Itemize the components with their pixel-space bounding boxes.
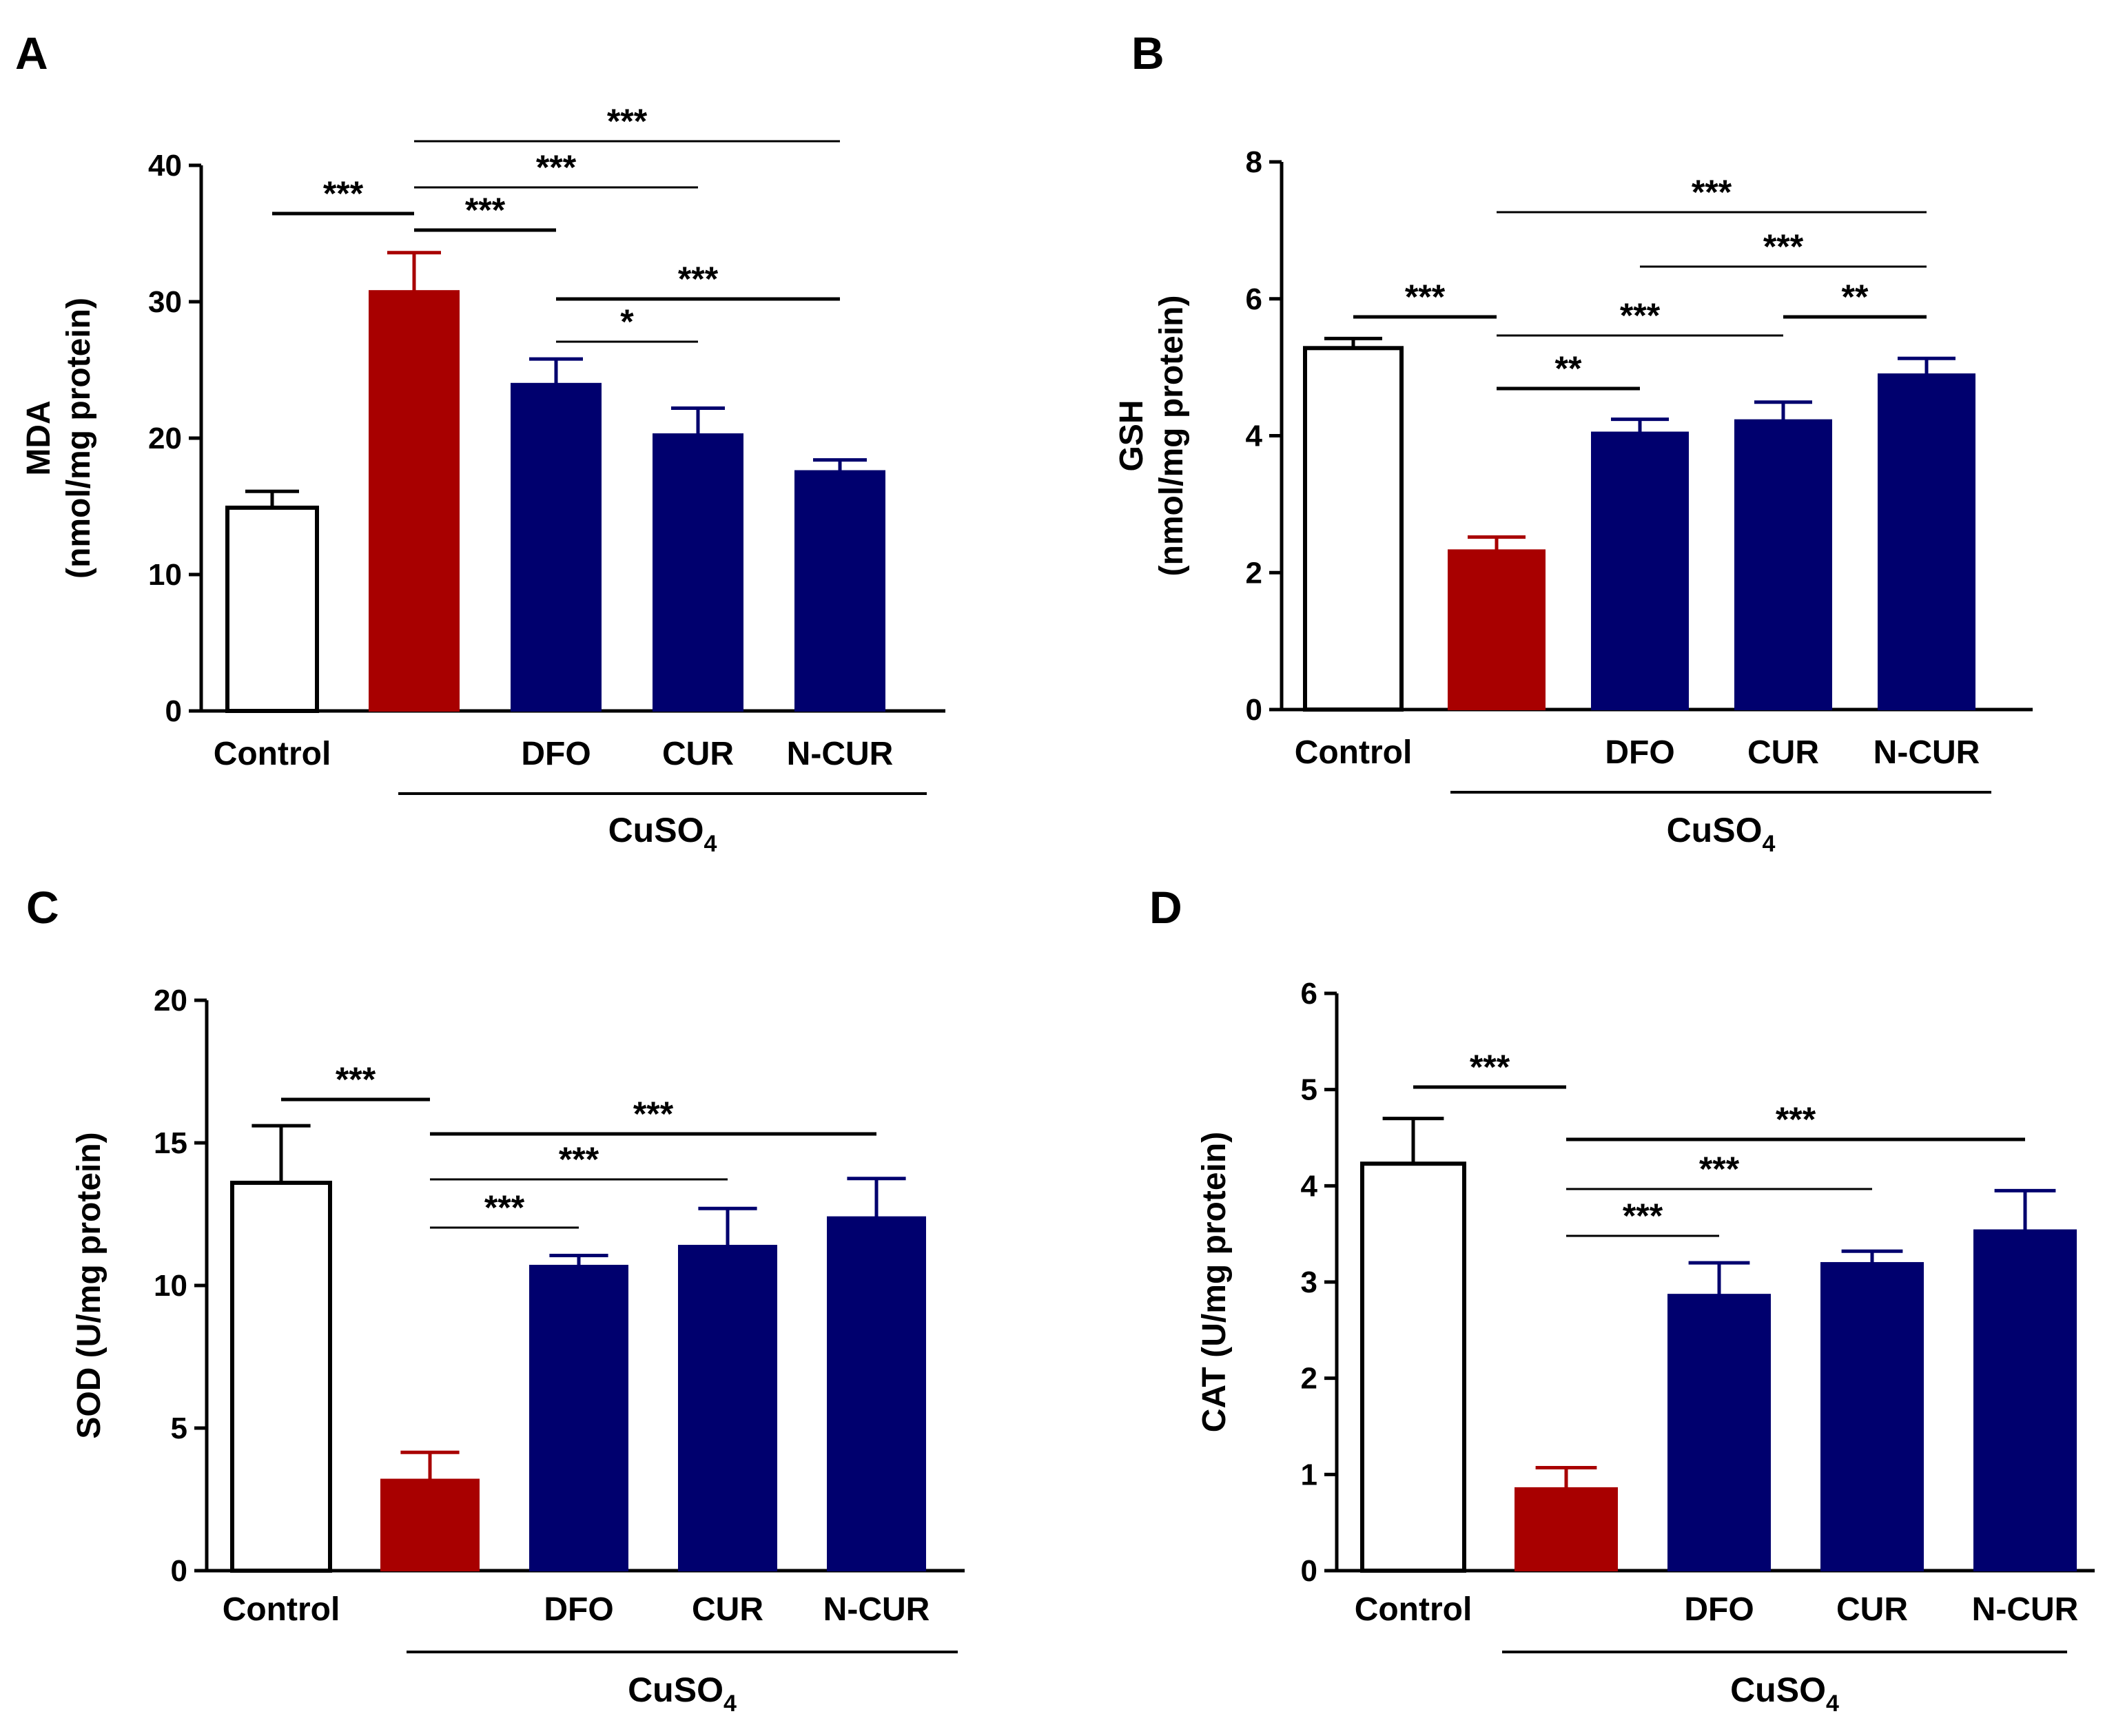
- significance-label: ***: [559, 1140, 599, 1179]
- y-tick-label: 10: [154, 1269, 187, 1303]
- bar-control: [225, 505, 319, 713]
- y-tick-label: 0: [1301, 1554, 1317, 1588]
- y-tick-label: 15: [154, 1126, 187, 1160]
- significance-label: ***: [1763, 227, 1804, 266]
- y-tick-label: 2: [1246, 556, 1262, 590]
- y-tick-label: 40: [148, 149, 182, 183]
- y-tick-label: 6: [1301, 977, 1317, 1011]
- significance-label: ***: [1692, 173, 1732, 211]
- significance-label: **: [1555, 349, 1582, 388]
- y-tick-label: 5: [171, 1412, 187, 1445]
- y-tick-label: 20: [154, 984, 187, 1017]
- y-tick-label: 30: [148, 285, 182, 319]
- panel-d: 0 1 2 3 4 5 6 Control DFO CUR N-CUR CuSO4 CAT (U/mg …: [1196, 977, 2095, 1717]
- bar-dfo: [511, 382, 602, 712]
- y-tick-label: 1: [1301, 1458, 1317, 1491]
- y-tick-label: 0: [1246, 693, 1262, 727]
- significance-label: ***: [1623, 1197, 1663, 1235]
- y-axis-title: SOD (U/mg protein): [71, 1132, 107, 1438]
- y-tick-label: 4: [1301, 1169, 1318, 1203]
- category-label: Control: [1355, 1591, 1472, 1628]
- group-label-cuso4: CuSO4: [608, 811, 717, 857]
- category-label: Control: [214, 736, 331, 772]
- category-label: Control: [1295, 734, 1413, 771]
- bar-cur: [678, 1245, 777, 1572]
- category-label: DFO: [544, 1591, 613, 1628]
- bar-cuso4: [1448, 549, 1546, 710]
- bar-control: [1303, 346, 1404, 712]
- y-tick-label: 10: [148, 558, 182, 592]
- bar-n-cur: [1878, 373, 1975, 710]
- bar-cur: [653, 433, 743, 712]
- significance-label: ***: [323, 174, 364, 213]
- significance-label: ***: [536, 148, 577, 187]
- bar-cuso4: [369, 290, 460, 712]
- bar-dfo: [1591, 431, 1689, 710]
- bar-cur: [1820, 1262, 1924, 1571]
- significance-label: *: [620, 302, 634, 341]
- group-label-cuso4: CuSO4: [1667, 811, 1776, 857]
- y-tick-label: 3: [1301, 1265, 1317, 1299]
- significance-label: ***: [678, 260, 719, 298]
- y-axis-title: GSH: [1113, 400, 1150, 471]
- category-label: N-CUR: [1874, 734, 1980, 771]
- panel-c: 0 5 10 15 20 Control DFO CUR N-CUR CuSO4 SOD (U/mg…: [71, 984, 965, 1717]
- y-tick-label: 2: [1301, 1362, 1317, 1396]
- bar-cuso4: [1515, 1487, 1618, 1572]
- category-label: N-CUR: [1972, 1591, 2079, 1628]
- y-tick-label: 20: [148, 422, 182, 455]
- category-label: N-CUR: [787, 736, 894, 772]
- y-tick-label: 4: [1246, 420, 1263, 453]
- category-label: CUR: [1836, 1591, 1908, 1628]
- significance-label: ***: [633, 1095, 674, 1133]
- category-label: CUR: [1747, 734, 1819, 771]
- y-tick-label: 5: [1301, 1073, 1317, 1107]
- bar-cuso4: [380, 1478, 480, 1572]
- category-label: DFO: [521, 736, 591, 772]
- category-label: DFO: [1605, 734, 1674, 771]
- panel-letter-a: A: [15, 28, 48, 79]
- panel-letter-b: B: [1131, 28, 1164, 79]
- y-axis-unit: (nmol/mg protein): [1153, 296, 1190, 577]
- significance-label: ***: [1470, 1048, 1510, 1086]
- bar-control: [1360, 1161, 1466, 1573]
- bar-cur: [1734, 419, 1832, 710]
- panel-letter-c: C: [26, 882, 59, 933]
- significance-label: **: [1842, 278, 1869, 316]
- bar-n-cur: [794, 470, 885, 712]
- y-tick-label: 0: [171, 1554, 187, 1588]
- category-label: N-CUR: [823, 1591, 930, 1628]
- y-tick-label: 6: [1246, 282, 1262, 316]
- significance-label: ***: [1699, 1150, 1740, 1188]
- significance-label: ***: [607, 102, 648, 141]
- significance-label: ***: [1776, 1100, 1816, 1139]
- y-axis-unit: (nmol/mg protein): [61, 298, 97, 579]
- y-tick-label: 0: [165, 694, 182, 728]
- group-label-cuso4: CuSO4: [628, 1671, 737, 1717]
- panel-b: 0 2 4 6 8 Control DFO CUR N-CUR CuSO4 GSH (nmol/mg …: [1113, 145, 2033, 857]
- y-axis-title: CAT (U/mg protein): [1196, 1132, 1233, 1432]
- group-label-cuso4: CuSO4: [1730, 1671, 1839, 1717]
- y-axis-title: MDA: [21, 400, 57, 475]
- y-tick-label: 8: [1246, 145, 1262, 179]
- panel-a: 0 10 20 30 40 Control DFO CUR N-CUR CuSO4 MDA (nmol…: [21, 102, 945, 857]
- category-label: Control: [223, 1591, 340, 1628]
- bar-dfo: [529, 1265, 628, 1572]
- category-label: DFO: [1684, 1591, 1754, 1628]
- significance-label: ***: [465, 191, 506, 229]
- significance-label: ***: [336, 1060, 376, 1099]
- significance-label: ***: [484, 1188, 525, 1227]
- bar-dfo: [1667, 1294, 1771, 1571]
- bar-control: [230, 1180, 332, 1573]
- significance-label: ***: [1620, 296, 1661, 335]
- category-label: CUR: [662, 736, 734, 772]
- significance-label: ***: [1405, 278, 1446, 316]
- category-label: CUR: [692, 1591, 763, 1628]
- bar-n-cur: [827, 1216, 926, 1571]
- panel-letter-d: D: [1149, 882, 1182, 933]
- bar-n-cur: [1973, 1229, 2077, 1571]
